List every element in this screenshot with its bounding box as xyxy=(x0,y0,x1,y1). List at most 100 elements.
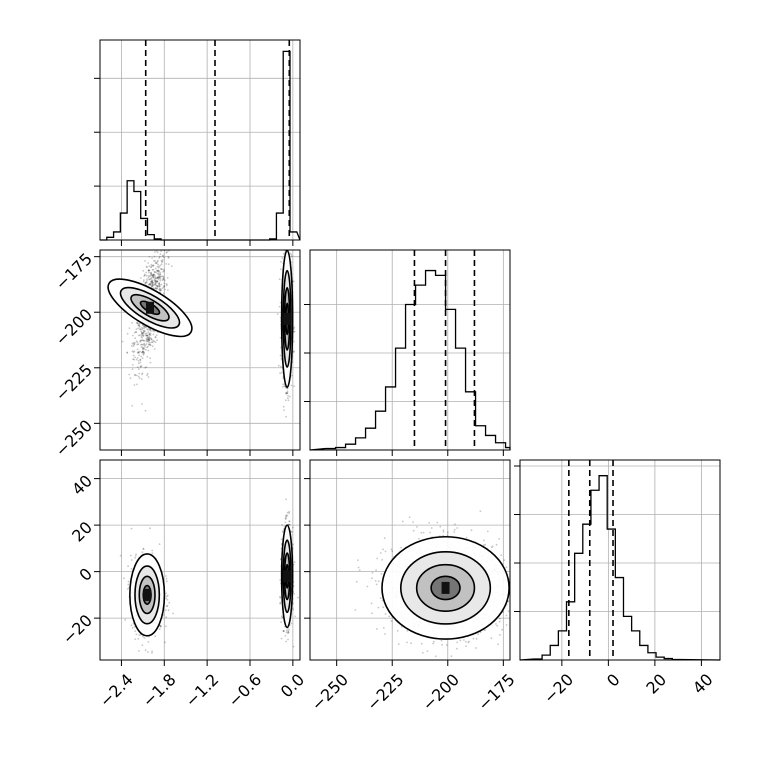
scatter-point xyxy=(145,334,148,337)
scatter-point xyxy=(158,270,161,273)
scatter-point xyxy=(130,568,133,570)
scatter-point xyxy=(150,263,153,266)
scatter-point xyxy=(143,343,146,346)
scatter-point xyxy=(156,339,159,341)
scatter-point xyxy=(147,331,150,333)
scatter-point xyxy=(440,639,443,642)
scatter-point xyxy=(156,259,159,262)
scatter-point xyxy=(155,334,158,337)
scatter-point xyxy=(159,253,162,256)
scatter-point xyxy=(164,288,167,291)
scatter-point xyxy=(163,285,166,288)
scatter-point xyxy=(286,514,289,517)
scatter-point xyxy=(285,631,288,634)
scatter-point xyxy=(141,343,143,346)
scatter-point xyxy=(155,277,158,280)
scatter-point xyxy=(152,264,155,267)
scatter-point xyxy=(131,350,134,353)
scatter-point xyxy=(162,276,165,278)
scatter-point xyxy=(161,287,164,290)
scatter-point xyxy=(145,281,148,284)
scatter-point xyxy=(148,339,151,341)
scatter-point xyxy=(126,588,129,590)
scatter-point xyxy=(161,260,164,263)
scatter-point xyxy=(157,276,159,279)
scatter-point xyxy=(149,273,152,275)
scatter-point xyxy=(143,275,146,277)
scatter-point xyxy=(130,624,133,627)
scatter-point xyxy=(148,340,151,342)
scatter-point xyxy=(282,385,284,388)
scatter-point xyxy=(152,275,155,278)
scatter-point xyxy=(138,372,141,375)
scatter-point xyxy=(390,620,393,622)
scatter-point xyxy=(159,275,162,278)
scatter-point xyxy=(150,271,152,274)
scatter-point xyxy=(138,351,140,354)
scatter-points xyxy=(121,249,296,418)
scatter-point xyxy=(416,526,418,528)
scatter-point xyxy=(149,357,152,360)
scatter-point xyxy=(157,278,160,280)
scatter-point xyxy=(153,270,156,273)
scatter-point xyxy=(154,287,157,290)
scatter-point xyxy=(286,511,289,514)
scatter-point xyxy=(156,251,159,254)
scatter-point xyxy=(135,340,138,342)
scatter-point xyxy=(156,285,159,288)
scatter-point xyxy=(149,283,151,285)
scatter-point xyxy=(147,269,150,272)
scatter-point xyxy=(142,335,145,337)
scatter-point xyxy=(465,640,467,643)
scatter-point xyxy=(141,346,144,349)
scatter-point xyxy=(158,255,161,258)
scatter-point xyxy=(129,554,132,557)
scatter-point xyxy=(285,640,287,643)
scatter-point xyxy=(144,273,146,276)
scatter-point xyxy=(287,399,290,402)
scatter-point xyxy=(154,251,156,253)
panel-frame-p1-p3 xyxy=(99,459,301,661)
scatter-point xyxy=(432,642,434,645)
scatter-point xyxy=(145,265,148,268)
scatter-point xyxy=(152,275,155,278)
scatter-point xyxy=(133,342,136,344)
scatter-point xyxy=(145,326,147,329)
scatter-point xyxy=(158,265,161,268)
scatter-point xyxy=(412,521,414,523)
scatter-point xyxy=(142,350,145,353)
scatter-point xyxy=(377,580,380,582)
scatter-point xyxy=(147,336,150,338)
scatter-point xyxy=(283,409,285,411)
scatter-point xyxy=(293,340,295,343)
scatter-point xyxy=(280,637,283,640)
scatter-point xyxy=(161,279,164,282)
scatter-point xyxy=(401,520,404,523)
scatter-point xyxy=(146,334,149,337)
scatter-point xyxy=(380,573,383,575)
scatter-point xyxy=(136,383,138,386)
scatter-point xyxy=(286,392,288,394)
scatter-point xyxy=(152,339,155,342)
scatter-point xyxy=(420,532,423,534)
grid xyxy=(520,460,720,660)
scatter-point xyxy=(155,284,158,287)
scatter-point xyxy=(491,545,494,548)
scatter-point xyxy=(159,264,162,267)
scatter-point xyxy=(154,336,157,339)
scatter-point xyxy=(141,350,144,353)
scatter-point xyxy=(155,262,158,265)
scatter-point xyxy=(165,597,168,600)
scatter-point xyxy=(156,287,159,290)
scatter-point xyxy=(148,283,151,286)
scatter-point xyxy=(158,543,161,545)
scatter-point xyxy=(163,282,166,285)
scatter-point xyxy=(132,358,135,361)
scatter-point xyxy=(144,260,146,262)
scatter-point xyxy=(148,338,151,340)
panel-frame-p1-p2 xyxy=(99,249,301,451)
scatter-point xyxy=(146,374,148,377)
scatter-point xyxy=(154,283,156,286)
scatter-point xyxy=(497,643,499,646)
scatter-point xyxy=(147,336,149,339)
